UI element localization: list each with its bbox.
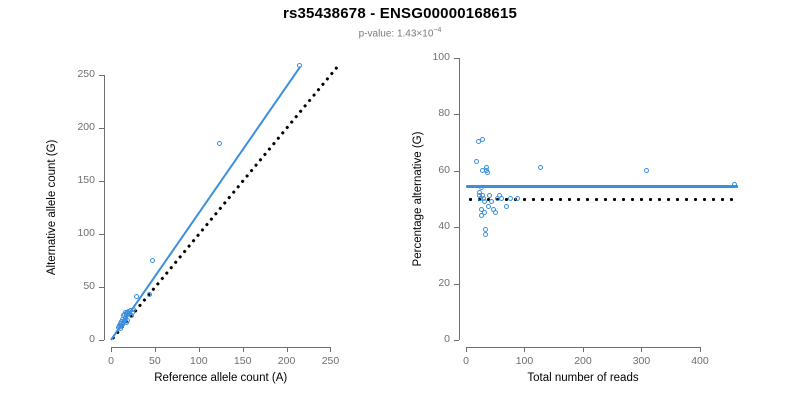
data-point (475, 139, 481, 145)
x-tick-400 (699, 347, 701, 352)
data-point (487, 192, 493, 198)
y-tick-20 (454, 283, 459, 285)
x-axis-title: Total number of reads (527, 372, 639, 384)
y-tick-label-40: 40 (438, 220, 450, 233)
x-tick-100 (524, 347, 526, 352)
y-tick-250 (99, 74, 104, 76)
fit-line (110, 65, 302, 341)
x-tick-label-250: 250 (321, 355, 340, 367)
y-tick-label-100: 100 (432, 51, 450, 63)
x-tick-label-400: 400 (691, 355, 709, 367)
y-tick-label-100: 100 (77, 226, 95, 239)
data-point (474, 159, 480, 165)
data-point (503, 204, 509, 210)
x-tick-label-0: 0 (463, 355, 469, 367)
data-point (485, 170, 491, 176)
pvalue-exponent: −4 (433, 27, 442, 34)
data-point (297, 63, 303, 69)
data-point (147, 292, 153, 298)
x-tick-label-50: 50 (149, 355, 161, 367)
x-axis-line (111, 347, 331, 348)
y-axis-line (459, 58, 460, 340)
data-point (479, 212, 485, 218)
data-point (489, 198, 495, 204)
x-tick-label-100: 100 (190, 355, 208, 367)
y-tick-label-200: 200 (77, 120, 95, 133)
y-axis-title: Percentage alternative (G) (412, 131, 424, 267)
y-axis-title: Alternative allele count (G) (46, 139, 58, 276)
data-point (515, 195, 521, 201)
y-tick-0 (454, 340, 459, 341)
panel-percentage-alternative: 0 20 40 60 80 100 0 100 200 300 400 Total number of… (400, 0, 800, 400)
y-tick-label-0: 0 (444, 333, 450, 345)
data-point (499, 195, 505, 201)
y-tick-40 (454, 227, 459, 229)
data-point (482, 209, 488, 215)
data-point (731, 181, 737, 187)
y-tick-50 (99, 286, 104, 288)
y-tick-label-0: 0 (89, 333, 95, 345)
panel-allele-counts: 0 50 100 150 200 250 0 50 100 150 200 250 Reference … (46, 63, 340, 384)
data-point (644, 167, 650, 173)
y-tick-label-150: 150 (77, 173, 95, 186)
y-axis-line (104, 74, 105, 340)
y-tick-label-20: 20 (438, 276, 450, 289)
y-tick-label-60: 60 (438, 163, 450, 176)
y-tick-label-50: 50 (83, 279, 95, 292)
fit-line (466, 185, 738, 188)
data-point (482, 232, 488, 238)
x-tick-label-100: 100 (515, 355, 534, 367)
x-tick-0 (111, 347, 112, 352)
data-point (484, 164, 490, 170)
data-point (479, 207, 485, 213)
x-tick-50 (154, 347, 156, 352)
data-point (149, 258, 155, 264)
x-tick-150 (242, 347, 244, 352)
x-tick-100 (198, 347, 200, 352)
data-point (480, 136, 486, 142)
y-tick-80 (454, 114, 459, 116)
data-point (486, 204, 492, 210)
data-point (125, 317, 131, 323)
x-axis-title: Reference allele count (A) (154, 372, 288, 384)
x-tick-label-200: 200 (574, 355, 592, 367)
data-point (493, 209, 499, 215)
y-tick-label-250: 250 (77, 67, 95, 80)
x-tick-label-200: 200 (277, 355, 296, 367)
x-tick-250 (330, 347, 332, 352)
y-tick-60 (454, 170, 459, 172)
x-tick-label-150: 150 (233, 355, 252, 367)
y-tick-label-80: 80 (438, 107, 450, 120)
reference-line (466, 198, 738, 201)
data-point (134, 294, 140, 300)
data-point (481, 198, 487, 204)
reference-line (109, 65, 339, 341)
y-tick-100 (99, 233, 104, 235)
y-tick-100 (454, 58, 459, 59)
pvalue-text: p-value: 1.43×10 (358, 28, 434, 40)
data-point (216, 140, 222, 146)
y-tick-150 (99, 180, 104, 182)
figure-subtitle: p-value: 1.43×10−4 (0, 27, 800, 39)
data-point (483, 226, 489, 232)
figure-title: rs35438678 - ENSG00000168615 (282, 5, 518, 22)
x-tick-0 (466, 347, 467, 352)
x-tick-300 (641, 347, 643, 352)
data-point (130, 307, 136, 313)
data-point (508, 195, 514, 201)
data-point (537, 164, 543, 170)
data-point (478, 184, 484, 190)
x-tick-200 (582, 347, 584, 352)
x-tick-label-300: 300 (632, 355, 651, 367)
x-tick-label-0: 0 (108, 355, 114, 367)
y-tick-0 (99, 340, 104, 341)
y-tick-200 (99, 127, 104, 129)
x-tick-200 (286, 347, 288, 352)
